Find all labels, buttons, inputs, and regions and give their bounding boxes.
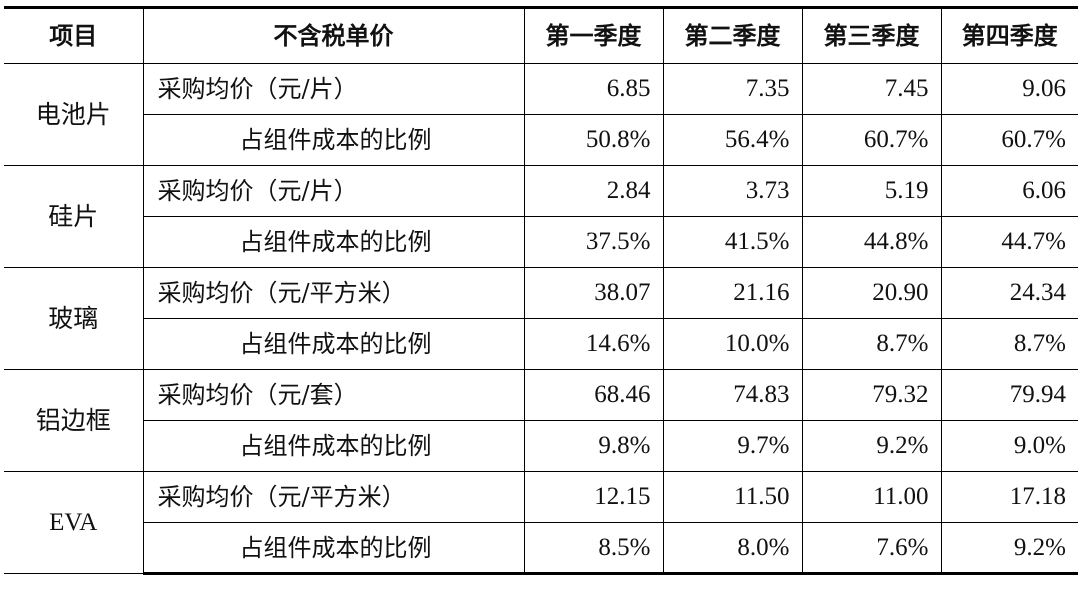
header-item: 项目 bbox=[4, 7, 144, 64]
value-cell: 2.84 bbox=[523, 165, 664, 217]
value-cell: 24.34 bbox=[940, 267, 1078, 319]
row-label: 占组件成本的比例 bbox=[143, 522, 525, 575]
header-unit-price: 不含税单价 bbox=[142, 7, 525, 64]
value-cell: 9.2% bbox=[801, 420, 942, 472]
value-cell: 21.16 bbox=[662, 267, 803, 319]
value-cell: 3.73 bbox=[662, 165, 803, 217]
value-cell: 7.45 bbox=[801, 63, 942, 115]
category-cell: 硅片 bbox=[4, 165, 144, 268]
value-cell: 79.32 bbox=[801, 369, 942, 421]
header-q1: 第一季度 bbox=[523, 7, 664, 64]
value-cell: 60.7% bbox=[940, 114, 1078, 166]
table-row: 玻璃 采购均价（元/平方米） 38.07 21.16 20.90 24.34 bbox=[4, 267, 1078, 370]
table-row: EVA 采购均价（元/平方米） 12.15 11.50 11.00 17.18 bbox=[4, 471, 1078, 574]
row-label: 采购均价（元/平方米） bbox=[142, 267, 525, 319]
table-header: 项目 不含税单价 第一季度 第二季度 第三季度 第四季度 bbox=[4, 7, 1078, 64]
row-label: 占组件成本的比例 bbox=[143, 114, 525, 166]
value-cell: 9.06 bbox=[940, 63, 1078, 115]
value-cell: 14.6% bbox=[523, 318, 664, 370]
table-body: 电池片 采购均价（元/片） 6.85 7.35 7.45 9.06 占组件成本的… bbox=[4, 63, 1078, 575]
category-cell: 玻璃 bbox=[4, 267, 144, 370]
value-cell: 8.5% bbox=[523, 522, 664, 575]
table-row: 铝边框 采购均价（元/套） 68.46 74.83 79.32 79.94 bbox=[4, 369, 1078, 472]
value-cell: 10.0% bbox=[662, 318, 803, 370]
category-cell: EVA bbox=[4, 471, 144, 574]
value-cell: 60.7% bbox=[801, 114, 942, 166]
category-cell: 电池片 bbox=[4, 63, 144, 166]
table-row: 占组件成本的比例 9.8% 9.7% 9.2% 9.0% bbox=[4, 420, 1078, 472]
row-label: 采购均价（元/片） bbox=[142, 165, 525, 217]
value-cell: 8.0% bbox=[662, 522, 803, 575]
value-cell: 44.8% bbox=[801, 216, 942, 268]
value-cell: 37.5% bbox=[523, 216, 664, 268]
value-cell: 68.46 bbox=[523, 369, 664, 421]
value-cell: 12.15 bbox=[523, 471, 664, 523]
header-row: 项目 不含税单价 第一季度 第二季度 第三季度 第四季度 bbox=[4, 7, 1078, 64]
value-cell: 9.0% bbox=[940, 420, 1078, 472]
value-cell: 79.94 bbox=[940, 369, 1078, 421]
value-cell: 20.90 bbox=[801, 267, 942, 319]
category-cell: 铝边框 bbox=[4, 369, 144, 472]
header-q2: 第二季度 bbox=[662, 7, 803, 64]
row-label: 采购均价（元/片） bbox=[142, 63, 525, 115]
value-cell: 38.07 bbox=[523, 267, 664, 319]
table-row: 占组件成本的比例 14.6% 10.0% 8.7% 8.7% bbox=[4, 318, 1078, 370]
row-label: 占组件成本的比例 bbox=[143, 420, 525, 472]
value-cell: 7.35 bbox=[662, 63, 803, 115]
value-cell: 5.19 bbox=[801, 165, 942, 217]
value-cell: 7.6% bbox=[801, 522, 942, 575]
row-label: 采购均价（元/套） bbox=[142, 369, 525, 421]
value-cell: 56.4% bbox=[662, 114, 803, 166]
header-q4: 第四季度 bbox=[940, 7, 1078, 64]
value-cell: 9.2% bbox=[940, 522, 1078, 575]
table-row: 占组件成本的比例 50.8% 56.4% 60.7% 60.7% bbox=[4, 114, 1078, 166]
price-table: 项目 不含税单价 第一季度 第二季度 第三季度 第四季度 电池片 采购均价（元/… bbox=[4, 6, 1078, 575]
value-cell: 6.06 bbox=[940, 165, 1078, 217]
value-cell: 9.8% bbox=[523, 420, 664, 472]
value-cell: 11.00 bbox=[801, 471, 942, 523]
row-label: 采购均价（元/平方米） bbox=[142, 471, 525, 523]
row-label: 占组件成本的比例 bbox=[143, 216, 525, 268]
table-row: 电池片 采购均价（元/片） 6.85 7.35 7.45 9.06 bbox=[4, 63, 1078, 166]
value-cell: 41.5% bbox=[662, 216, 803, 268]
value-cell: 8.7% bbox=[940, 318, 1078, 370]
table-row: 硅片 采购均价（元/片） 2.84 3.73 5.19 6.06 bbox=[4, 165, 1078, 268]
document-page: 项目 不含税单价 第一季度 第二季度 第三季度 第四季度 电池片 采购均价（元/… bbox=[4, 6, 1078, 575]
value-cell: 11.50 bbox=[662, 471, 803, 523]
value-cell: 9.7% bbox=[662, 420, 803, 472]
value-cell: 6.85 bbox=[523, 63, 664, 115]
value-cell: 44.7% bbox=[940, 216, 1078, 268]
row-label: 占组件成本的比例 bbox=[143, 318, 525, 370]
table-row: 占组件成本的比例 37.5% 41.5% 44.8% 44.7% bbox=[4, 216, 1078, 268]
value-cell: 74.83 bbox=[662, 369, 803, 421]
value-cell: 50.8% bbox=[523, 114, 664, 166]
value-cell: 17.18 bbox=[940, 471, 1078, 523]
header-q3: 第三季度 bbox=[801, 7, 942, 64]
value-cell: 8.7% bbox=[801, 318, 942, 370]
table-row: 占组件成本的比例 8.5% 8.0% 7.6% 9.2% bbox=[4, 522, 1078, 575]
